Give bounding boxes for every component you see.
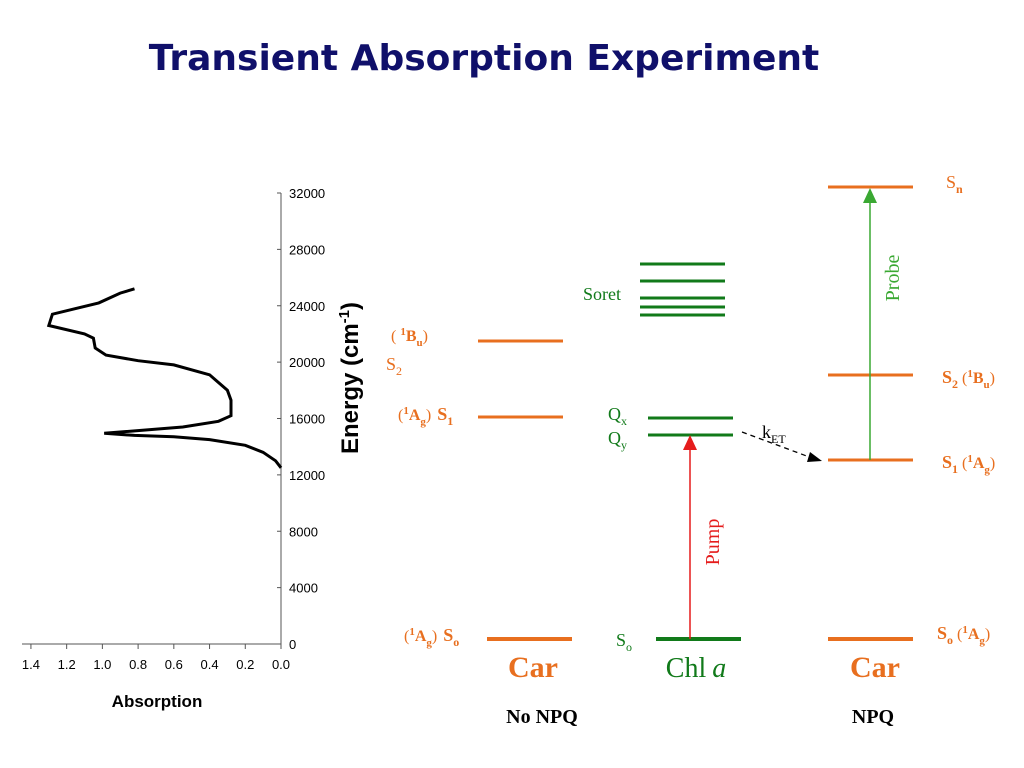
pump-arrowhead xyxy=(683,435,697,450)
absorption-spectrum-line xyxy=(46,287,283,469)
y-tick-label: 20000 xyxy=(289,355,325,370)
x-tick-label: 1.2 xyxy=(58,657,76,672)
car-no-npq-column: ( 1Bu) S2 (1Ag) S1 (1Ag) So Car No NPQ xyxy=(386,326,578,728)
sn-label: Sn xyxy=(946,172,963,196)
probe-label: Probe xyxy=(882,255,904,302)
chl-a-label: Chl a xyxy=(666,653,726,684)
y-tick-label: 0 xyxy=(289,637,296,652)
npq-s1-label: S1 (1Ag) xyxy=(942,452,995,476)
car-npq-label: Car xyxy=(850,651,900,684)
chl-a-column: Soret Qx Qy So Pump kET Chl a xyxy=(583,262,822,684)
car-s0-label: (1Ag) So xyxy=(404,625,459,649)
absorption-chart: 320002800024000200001600012000800040000 … xyxy=(22,186,364,711)
car-no-npq-label: Car xyxy=(508,651,558,684)
y-tick-label: 12000 xyxy=(289,468,325,483)
chl-s0-label: So xyxy=(616,630,632,654)
no-npq-caption: No NPQ xyxy=(506,706,578,728)
x-tick-label: 0.6 xyxy=(165,657,183,672)
x-tick-label: 1.0 xyxy=(93,657,111,672)
npq-caption: NPQ xyxy=(852,706,894,728)
car-s2-term-label: ( 1Bu) xyxy=(391,326,428,349)
y-tick-label: 8000 xyxy=(289,524,318,539)
soret-label: Soret xyxy=(583,284,621,304)
probe-arrowhead xyxy=(863,188,877,203)
car-npq-column: Probe Sn S2 (1Bu) S1 (1Ag) So (1Ag) Car … xyxy=(828,172,995,728)
y-tick-label: 24000 xyxy=(289,299,325,314)
car-s2-name-label: S2 xyxy=(386,354,402,378)
y-tick-label: 4000 xyxy=(289,581,318,596)
qy-label: Qy xyxy=(608,428,627,452)
x-tick-label: 0.0 xyxy=(272,657,290,672)
x-tick-label: 0.4 xyxy=(201,657,219,672)
y-axis-title: Energy (cm-1) xyxy=(336,302,364,454)
car-s1-label: (1Ag) S1 xyxy=(398,404,453,428)
slide-title: Transient Absorption Experiment xyxy=(149,38,819,79)
ket-transfer-arrow xyxy=(741,431,813,459)
y-tick-label: 32000 xyxy=(289,186,325,201)
npq-s2-label: S2 (1Bu) xyxy=(942,367,995,391)
ket-arrowhead xyxy=(807,452,822,462)
x-tick-label: 0.2 xyxy=(236,657,254,672)
npq-s0-label: So (1Ag) xyxy=(937,623,990,647)
ket-label: kET xyxy=(762,422,786,446)
qx-label: Qx xyxy=(608,404,627,428)
y-tick-label: 16000 xyxy=(289,412,325,427)
pump-label: Pump xyxy=(702,519,724,566)
x-tick-label: 1.4 xyxy=(22,657,40,672)
x-tick-label: 0.8 xyxy=(129,657,147,672)
x-axis-title: Absorption xyxy=(112,692,203,711)
y-tick-label: 28000 xyxy=(289,242,325,257)
